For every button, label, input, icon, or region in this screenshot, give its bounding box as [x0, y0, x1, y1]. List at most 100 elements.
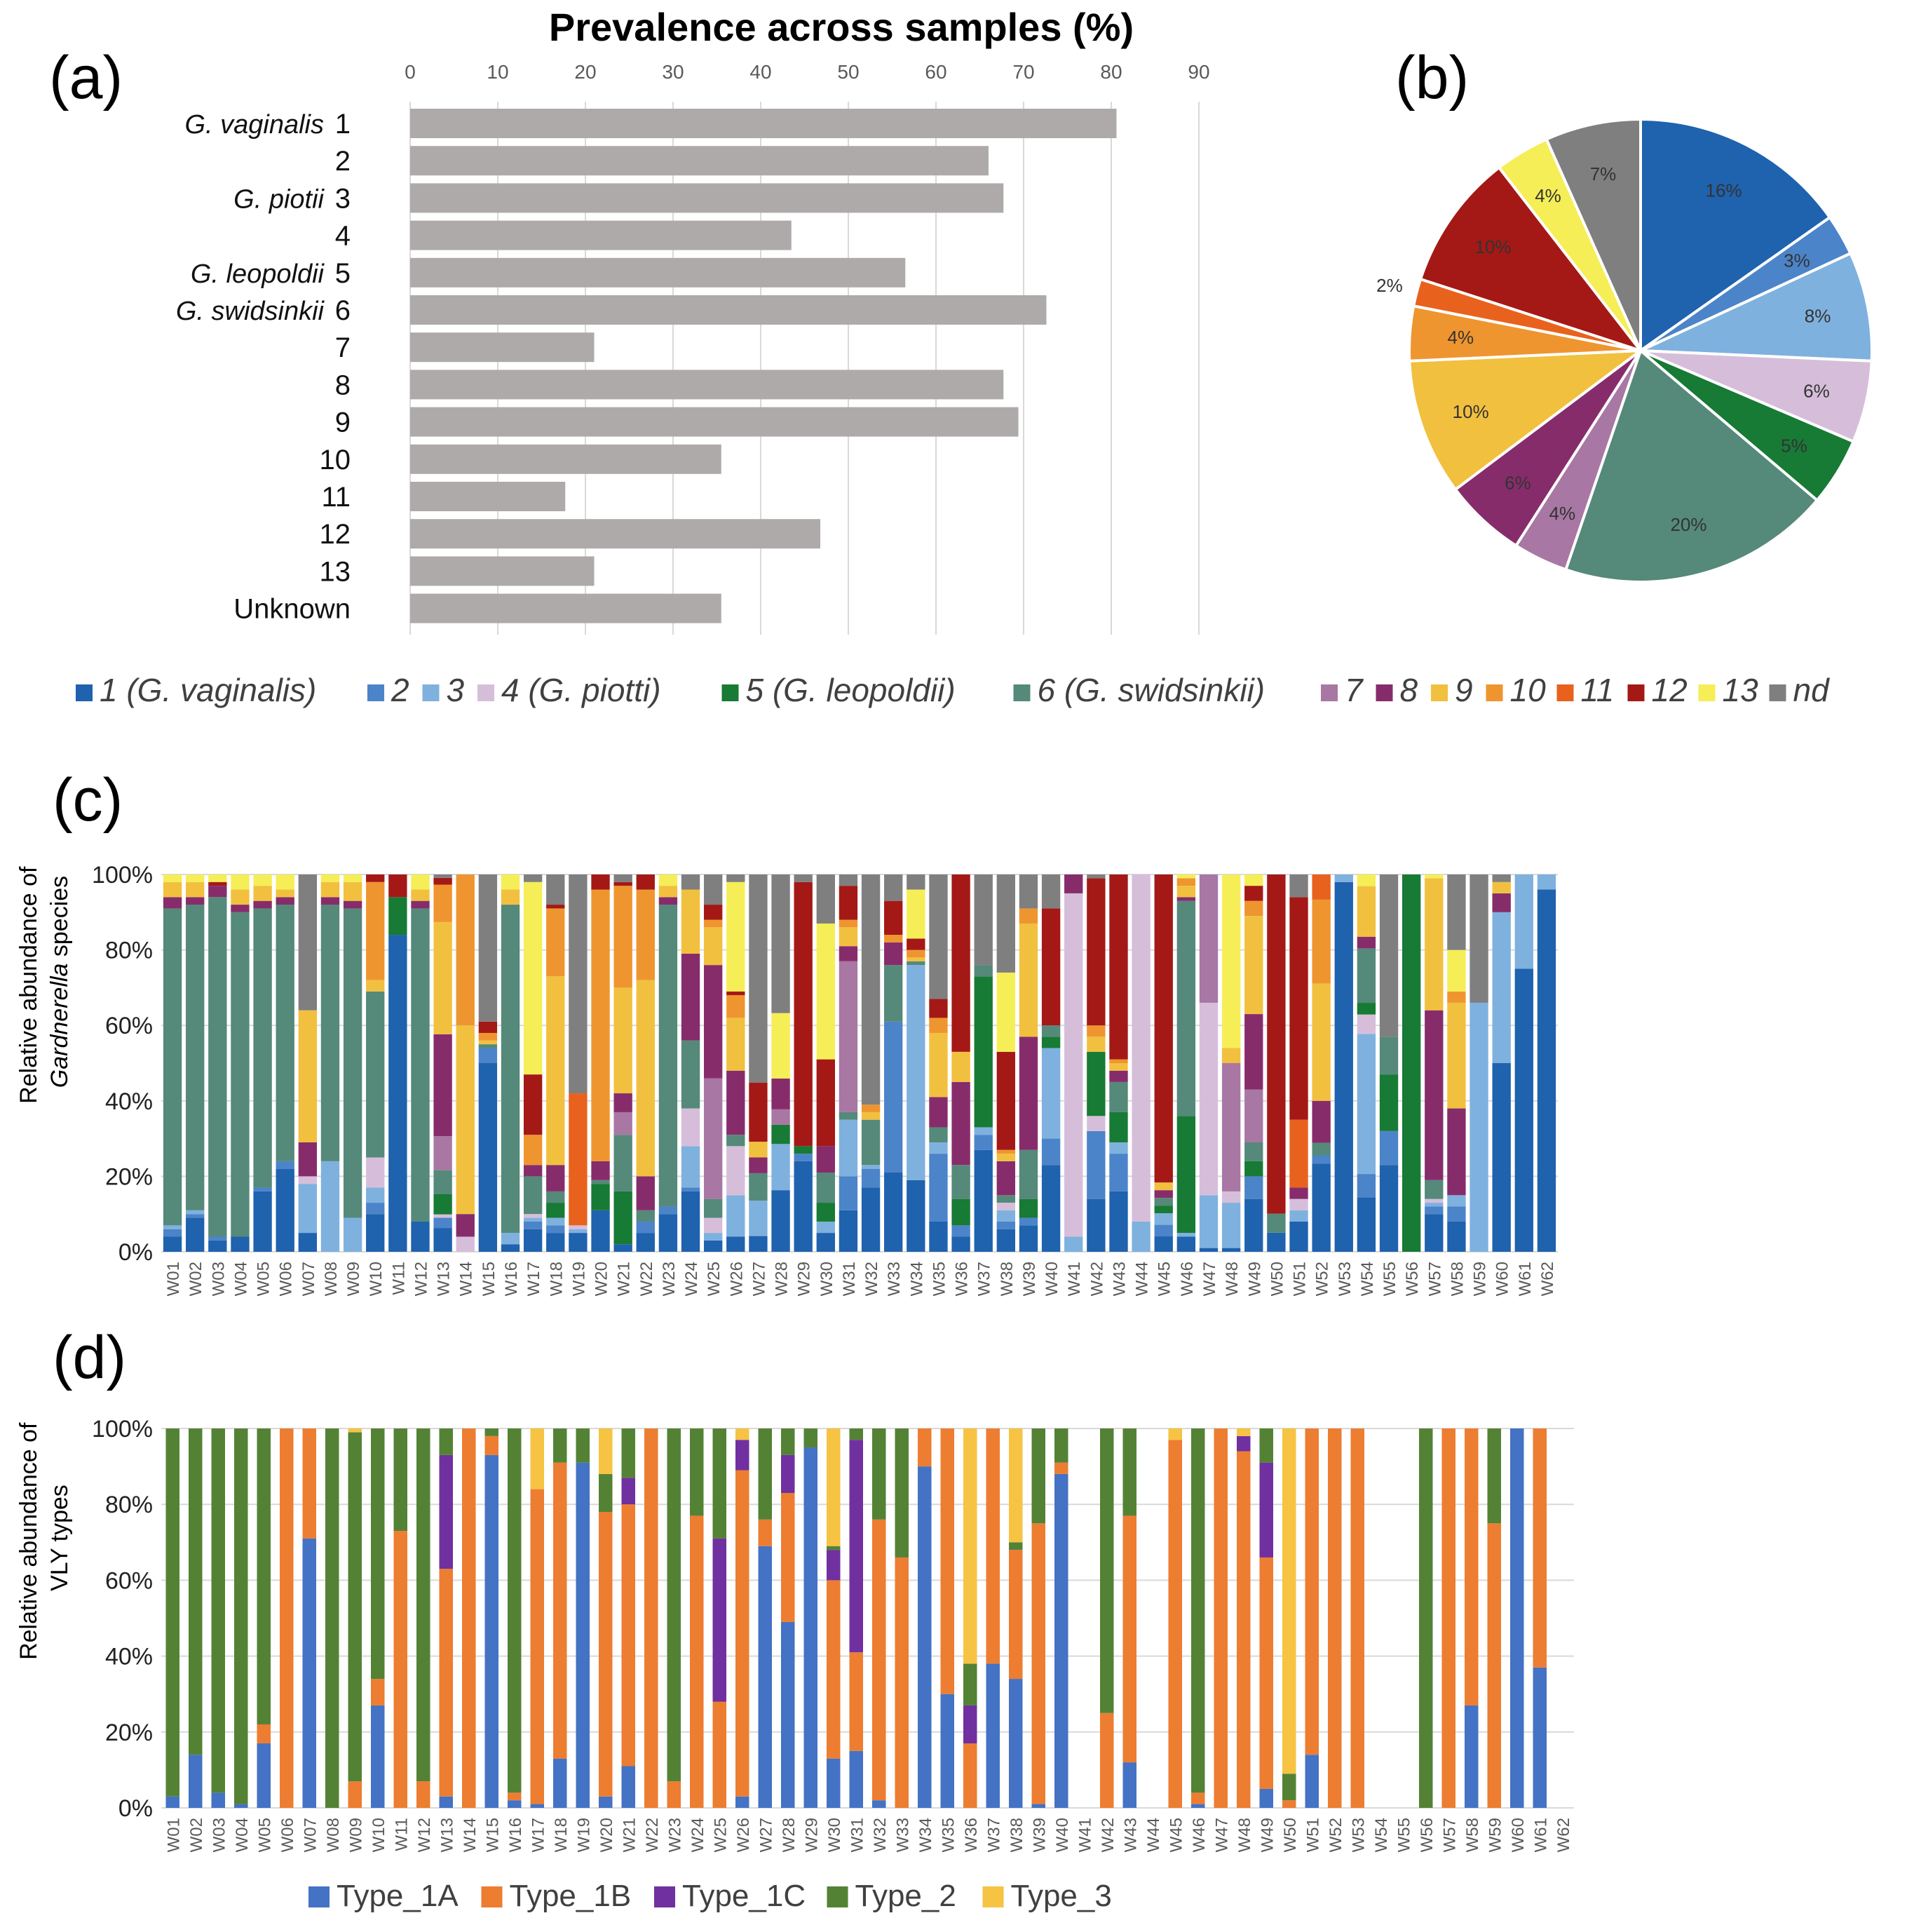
stacked-bar-segment — [816, 923, 835, 1060]
panel-c-species-abundance-chart: Relative abundance of Gardnerella specie… — [15, 862, 1558, 1296]
x-tick-label: W11 — [389, 1262, 408, 1295]
stacked-bar-segment — [839, 874, 858, 886]
stacked-bar-segment — [1109, 1142, 1128, 1154]
stacked-bar-segment — [1176, 886, 1196, 898]
stacked-bar-segment — [758, 1546, 772, 1808]
x-tick-label: W05 — [255, 1818, 274, 1852]
stacked-bar-segment — [827, 1546, 841, 1551]
category-label: 4 — [335, 221, 351, 252]
stacked-bar-segment — [929, 1097, 948, 1128]
stacked-bar-segment — [681, 889, 700, 954]
stacked-bar-segment — [1019, 908, 1038, 924]
stacked-bar-segment — [1168, 1440, 1182, 1808]
stacked-bar-segment — [974, 874, 993, 966]
stacked-bar-segment — [591, 889, 610, 1161]
stacked-bar-segment — [1425, 1214, 1444, 1252]
stacked-bar-segment — [1221, 1048, 1241, 1063]
pie-slice-label: 8% — [1805, 305, 1831, 326]
stacked-bar-segment — [253, 886, 272, 901]
x-tick-label: W13 — [435, 1262, 454, 1296]
stacked-bar-segment — [827, 1428, 841, 1546]
category-label: 10 — [320, 445, 351, 475]
pie-slice-label: 6% — [1803, 380, 1830, 401]
stacked-bar-segment — [257, 1428, 271, 1724]
x-tick-label: W43 — [1121, 1818, 1140, 1852]
stacked-bar-segment — [523, 881, 543, 1075]
stacked-bar-segment — [1031, 1804, 1045, 1808]
legend-label: 3 — [447, 672, 465, 708]
vly-types-legend: Type_1A Type_1B Type_1C Type_2 Type_3 — [308, 1879, 1112, 1913]
stacked-bar-segment — [433, 921, 452, 1034]
stacked-bar-segment — [621, 1428, 635, 1478]
stacked-bar-segment — [1009, 1428, 1023, 1543]
stacked-bar-segment — [1305, 1755, 1319, 1808]
stacked-bar-segment — [1109, 874, 1128, 1060]
stacked-bar-segment — [1122, 1762, 1136, 1808]
stacked-bar-segment — [636, 1210, 655, 1222]
x-tick-label: W53 — [1349, 1818, 1368, 1852]
stacked-bar-segment — [1064, 874, 1083, 893]
legend-label: 12 — [1652, 672, 1688, 708]
stacked-bar-segment — [1447, 991, 1466, 1003]
prevalence-bar — [410, 482, 566, 511]
prevalence-bar — [410, 407, 1019, 437]
stacked-bar-segment — [681, 1040, 700, 1109]
pie-slice-label: 4% — [1549, 503, 1576, 524]
stacked-bar-segment — [343, 900, 362, 909]
stacked-bar-segment — [1259, 1557, 1273, 1789]
stacked-bar-segment — [553, 1428, 567, 1463]
x-tick-label: W60 — [1509, 1818, 1528, 1852]
stacked-bar-segment — [1492, 893, 1511, 912]
stacked-bar-segment — [884, 1021, 903, 1173]
stacked-bar-segment — [1357, 1014, 1376, 1034]
x-tick-label: W45 — [1155, 1262, 1174, 1296]
pie-slice-label: 10% — [1474, 236, 1511, 257]
y-tick-label: 0% — [118, 1239, 153, 1266]
stacked-bar-segment — [1487, 1523, 1501, 1808]
stacked-bar-segment — [726, 991, 745, 996]
legend-label: Type_1B — [510, 1879, 632, 1913]
legend-swatch — [1376, 684, 1393, 701]
stacked-bar-segment — [1041, 1165, 1061, 1252]
stacked-bar-segment — [681, 1108, 700, 1147]
stacked-bar-segment — [1109, 1063, 1128, 1071]
x-tick-label: W30 — [817, 1262, 836, 1296]
stacked-bar-segment — [839, 961, 858, 1112]
x-tick-label: W02 — [186, 1262, 205, 1296]
x-tick-label: W17 — [524, 1262, 543, 1296]
stacked-bar-segment — [253, 874, 272, 886]
stacked-bar-segment — [1312, 899, 1331, 984]
stacked-bar-segment — [1259, 1462, 1273, 1558]
stacked-bar-segment — [433, 877, 452, 885]
pie-slice — [1639, 117, 1832, 353]
stacked-bar-segment — [1492, 912, 1511, 1063]
stacked-bar-segment — [1064, 1236, 1083, 1252]
stacked-bar-segment — [393, 1428, 407, 1532]
stacked-bar-segment — [1221, 1248, 1241, 1252]
pie-slice — [1640, 251, 1874, 363]
prevalence-bar — [410, 370, 1004, 400]
stacked-bar-segment — [1357, 874, 1376, 886]
stacked-bar-segment — [749, 1236, 768, 1252]
stacked-bar-segment — [1289, 1221, 1308, 1252]
category-label: 7 — [335, 332, 351, 363]
x-tick-label: W28 — [773, 1262, 792, 1296]
x-tick-label: W58 — [1448, 1262, 1467, 1296]
stacked-bar-segment — [974, 976, 993, 1128]
pie-slice-label: 20% — [1670, 514, 1706, 535]
category-label: 9 — [335, 407, 351, 438]
x-tick-label: W21 — [615, 1262, 634, 1296]
stacked-bar-segment — [1221, 1191, 1241, 1203]
stacked-bar-segment — [1492, 1063, 1511, 1252]
x-tick-label: W07 — [301, 1818, 320, 1852]
stacked-bar-segment — [794, 1161, 813, 1252]
x-tick-label: W18 — [547, 1262, 566, 1296]
x-tick-label: 80 — [1100, 61, 1122, 83]
stacked-bar-segment — [1176, 878, 1196, 886]
stacked-bar-segment — [1237, 1428, 1251, 1436]
stacked-bar-segment — [636, 1176, 655, 1210]
x-tick-label: W20 — [592, 1262, 611, 1296]
x-tick-label: W50 — [1281, 1818, 1300, 1852]
stacked-bar-segment — [546, 908, 565, 977]
stacked-bar-segment — [1244, 1142, 1263, 1161]
